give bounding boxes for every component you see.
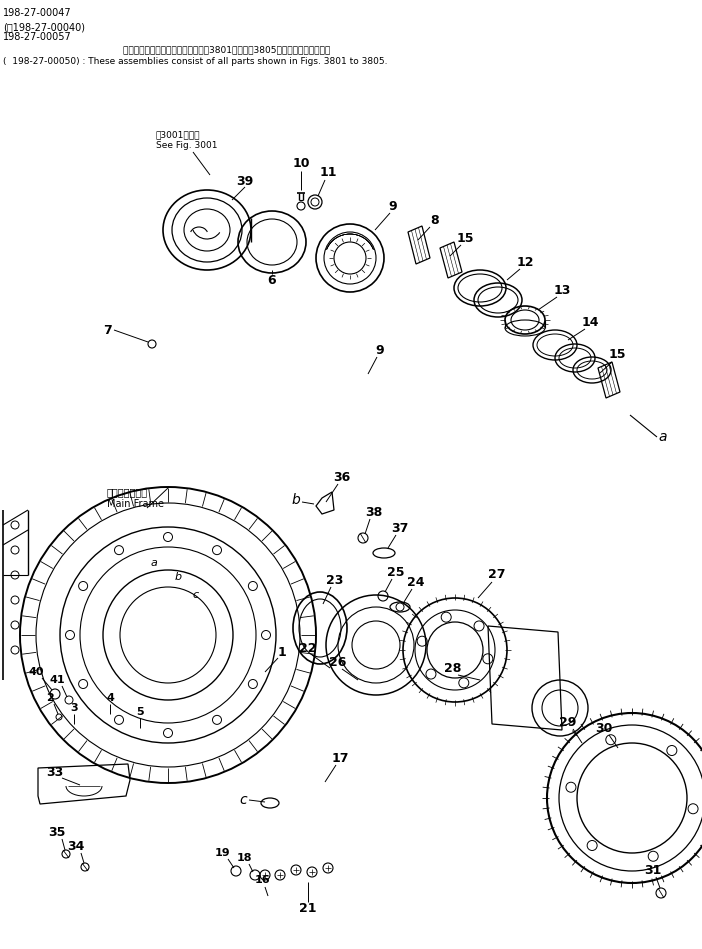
Text: c: c xyxy=(239,793,247,807)
Text: 15: 15 xyxy=(456,232,474,245)
Text: 5: 5 xyxy=(136,707,144,717)
Text: 23: 23 xyxy=(326,573,344,586)
Text: b: b xyxy=(174,572,182,582)
Text: 16: 16 xyxy=(254,875,270,885)
Text: これらのアセンブリの構成部品は第3801図から第3805図の部品まで含みます: これらのアセンブリの構成部品は第3801図から第3805図の部品まで含みます xyxy=(100,45,330,54)
Text: 29: 29 xyxy=(559,716,576,729)
Text: (二198-27-00040): (二198-27-00040) xyxy=(3,22,85,32)
Text: 25: 25 xyxy=(388,566,405,579)
Text: 21: 21 xyxy=(299,902,317,915)
Text: c: c xyxy=(193,590,199,600)
Text: 19: 19 xyxy=(216,848,231,858)
Text: 34: 34 xyxy=(67,841,85,853)
Text: a: a xyxy=(658,430,667,444)
Text: 36: 36 xyxy=(333,471,350,483)
Text: 14: 14 xyxy=(581,315,599,328)
Text: Main Frame: Main Frame xyxy=(107,499,164,509)
Text: 37: 37 xyxy=(391,522,409,534)
Text: 41: 41 xyxy=(49,675,65,685)
Text: 3: 3 xyxy=(70,703,78,713)
Text: 31: 31 xyxy=(644,864,662,877)
Text: (  198-27-00050) : These assemblies consist of all parts shown in Figs. 3801 to : ( 198-27-00050) : These assemblies consi… xyxy=(3,57,388,66)
Text: 13: 13 xyxy=(553,284,571,296)
Text: 39: 39 xyxy=(237,175,253,188)
Text: 2: 2 xyxy=(46,693,54,703)
Text: 30: 30 xyxy=(595,721,613,735)
Text: 35: 35 xyxy=(48,827,66,840)
Text: 9: 9 xyxy=(389,199,397,213)
Text: 7: 7 xyxy=(104,324,112,337)
Text: See Fig. 3001: See Fig. 3001 xyxy=(156,141,218,150)
Text: 198-27-00047: 198-27-00047 xyxy=(3,8,72,18)
Text: 1: 1 xyxy=(277,645,286,659)
Text: 15: 15 xyxy=(608,348,625,362)
Text: 198-27-00057: 198-27-00057 xyxy=(3,32,72,42)
Text: 33: 33 xyxy=(46,766,64,778)
Text: a: a xyxy=(150,558,157,568)
Text: 4: 4 xyxy=(106,693,114,703)
Text: 10: 10 xyxy=(292,157,310,170)
Text: 11: 11 xyxy=(319,165,337,178)
Text: 27: 27 xyxy=(489,568,505,582)
Text: b: b xyxy=(291,493,300,507)
Text: 第3001図参照: 第3001図参照 xyxy=(156,130,201,139)
Text: 26: 26 xyxy=(329,656,347,668)
Text: 12: 12 xyxy=(516,255,534,269)
Text: 9: 9 xyxy=(376,344,384,357)
Text: 6: 6 xyxy=(267,273,277,287)
Text: メインフレーム: メインフレーム xyxy=(107,487,148,497)
Text: 38: 38 xyxy=(365,506,383,518)
Text: 24: 24 xyxy=(407,575,425,588)
Text: 18: 18 xyxy=(237,853,252,863)
Text: 22: 22 xyxy=(299,642,317,655)
Text: 28: 28 xyxy=(444,661,462,675)
Text: 8: 8 xyxy=(431,214,439,227)
Text: 40: 40 xyxy=(28,667,44,677)
Text: 17: 17 xyxy=(331,752,349,765)
